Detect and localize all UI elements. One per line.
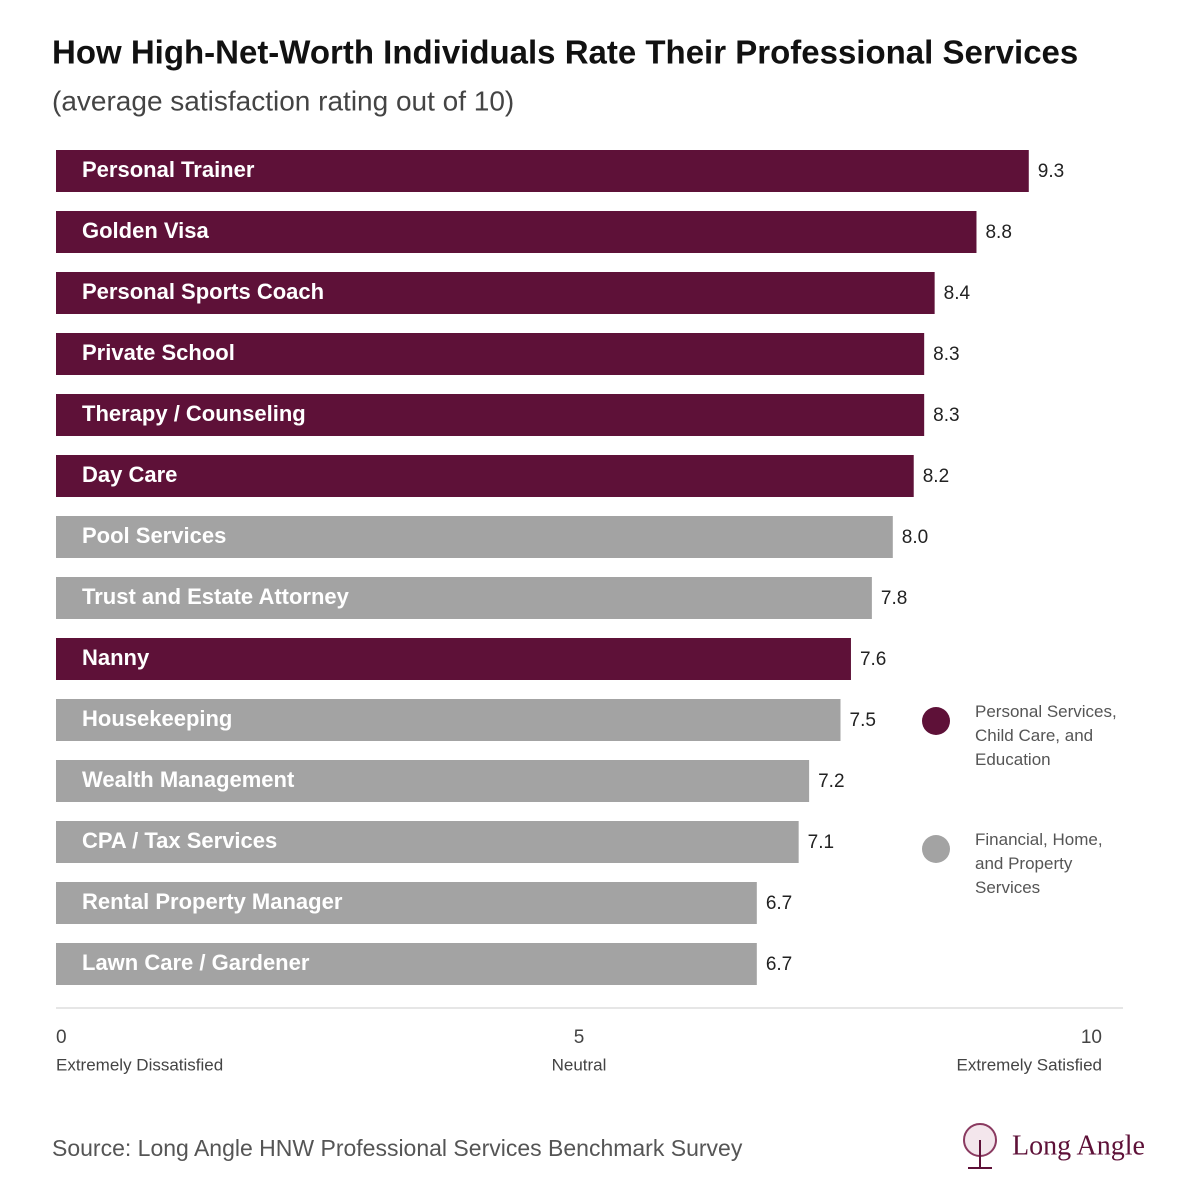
category-label: Nanny [82, 645, 150, 670]
x-tick-label: 5 [574, 1027, 585, 1048]
value-label: 7.1 [808, 832, 834, 853]
bar [56, 211, 977, 253]
x-tick-caption: Neutral [552, 1055, 607, 1074]
bar [56, 821, 799, 863]
logo-icon [963, 1123, 997, 1169]
bar [56, 882, 757, 924]
value-label: 8.4 [944, 283, 971, 304]
value-label: 8.2 [923, 466, 949, 487]
value-label: 8.3 [933, 405, 959, 426]
x-tick-caption: Extremely Dissatisfied [56, 1055, 223, 1074]
x-tick-label: 10 [1081, 1027, 1102, 1048]
category-label: Personal Sports Coach [82, 279, 324, 304]
value-label: 9.3 [1038, 161, 1064, 182]
legend-label: Financial, Home, and Property Services [975, 830, 1103, 897]
bar [56, 516, 893, 558]
value-label: 8.8 [985, 222, 1011, 243]
legend-swatch [922, 707, 950, 735]
bar [56, 760, 810, 802]
bar [56, 699, 841, 741]
logo-text: Long Angle [1012, 1130, 1145, 1161]
category-label: Golden Visa [82, 218, 210, 243]
bar [56, 943, 757, 985]
value-label: 6.7 [766, 954, 792, 975]
value-label: 8.0 [902, 527, 928, 548]
bar [56, 333, 925, 375]
category-label: Personal Trainer [82, 157, 255, 182]
category-label: Pool Services [82, 523, 226, 548]
chart-title: How High-Net-Worth Individuals Rate Thei… [52, 34, 1078, 71]
value-label: 7.5 [850, 710, 876, 731]
legend-label: Personal Services, Child Care, and Educa… [975, 702, 1117, 769]
bar [56, 455, 914, 497]
bar [56, 150, 1029, 192]
bar [56, 638, 851, 680]
category-label: Private School [82, 340, 235, 365]
category-label: Lawn Care / Gardener [82, 950, 310, 975]
value-label: 7.2 [818, 771, 844, 792]
bar [56, 394, 925, 436]
category-label: Therapy / Counseling [82, 401, 306, 426]
category-label: Rental Property Manager [82, 889, 343, 914]
bar [56, 272, 935, 314]
category-label: Trust and Estate Attorney [82, 584, 350, 609]
bar [56, 577, 872, 619]
source: Source: Long Angle HNW Professional Serv… [52, 1135, 743, 1161]
x-tick-label: 0 [56, 1027, 67, 1048]
value-label: 7.6 [860, 649, 886, 670]
chart-subtitle: (average satisfaction rating out of 10) [52, 85, 514, 116]
category-label: Wealth Management [82, 767, 295, 792]
value-label: 8.3 [933, 344, 959, 365]
x-tick-caption: Extremely Satisfied [957, 1055, 1103, 1074]
category-label: Day Care [82, 462, 177, 487]
value-label: 6.7 [766, 893, 792, 914]
category-label: Housekeeping [82, 706, 232, 731]
category-label: CPA / Tax Services [82, 828, 277, 853]
legend-swatch [922, 835, 950, 863]
value-label: 7.8 [881, 588, 907, 609]
